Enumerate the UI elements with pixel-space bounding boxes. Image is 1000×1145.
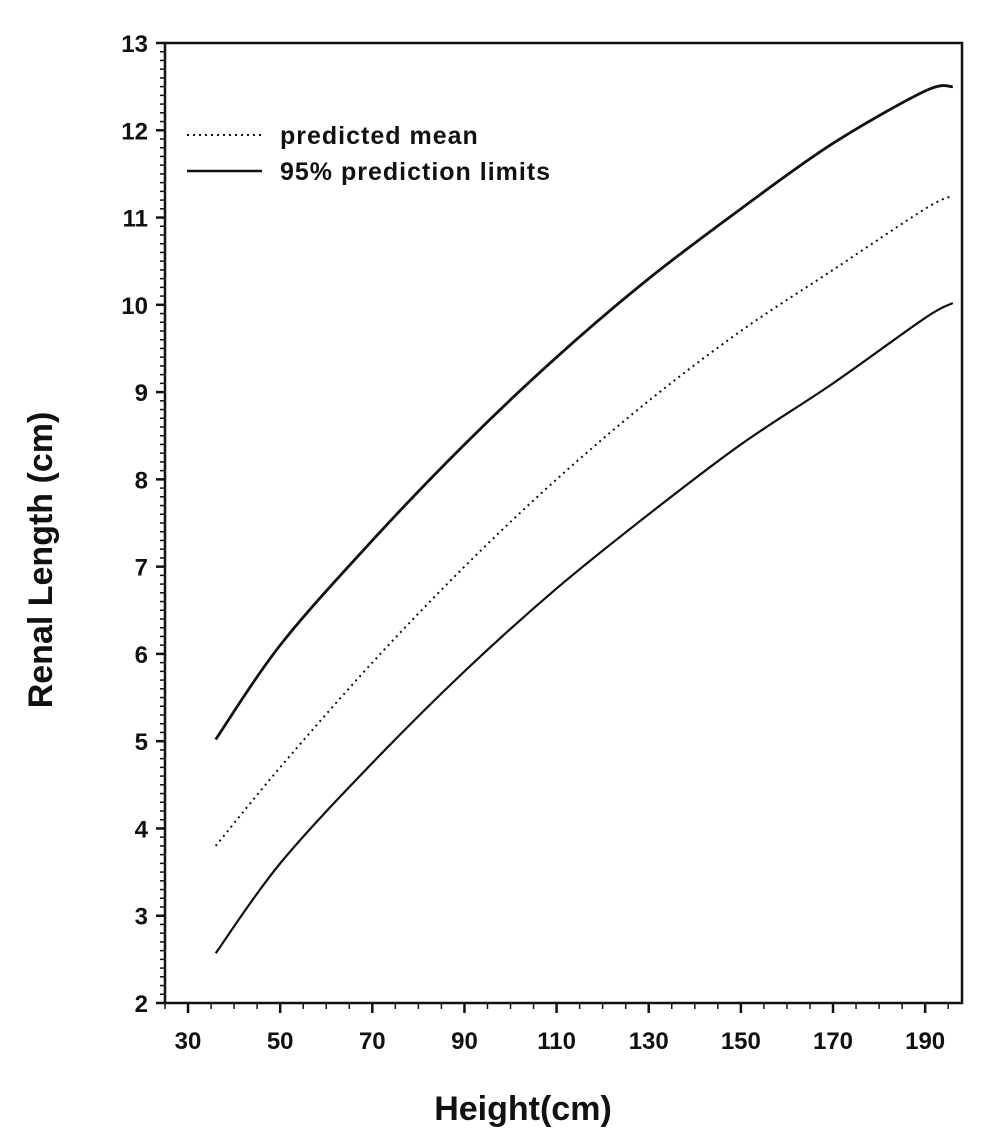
x-tick-label: 190	[905, 1028, 945, 1055]
y-tick-label: 6	[135, 642, 148, 669]
series-line-upper-limit	[214, 84, 954, 741]
y-tick-label: 2	[135, 991, 148, 1018]
y-tick-label: 9	[135, 380, 148, 407]
legend-label-mean: predicted mean	[280, 122, 479, 150]
y-tick-label: 4	[135, 816, 149, 843]
axis-ticks: 2 3 4 5 6 7 8 9 10 11 12 13 30 50 70 90 110 130 150 170 190	[121, 31, 949, 1055]
y-tick-label: 5	[135, 729, 148, 756]
series-layer	[214, 84, 954, 954]
x-tick-label: 30	[175, 1028, 202, 1055]
y-tick-label: 3	[135, 904, 148, 931]
y-tick-label: 11	[123, 206, 148, 233]
x-tick-label: 70	[359, 1028, 386, 1055]
x-tick-label: 170	[813, 1028, 853, 1055]
y-axis-title: Renal Length (cm)	[22, 412, 60, 709]
y-tick-label: 8	[135, 467, 148, 494]
x-tick-label: 150	[721, 1028, 761, 1055]
y-tick-label: 13	[121, 31, 148, 58]
y-tick-label: 12	[121, 118, 148, 145]
series-line-lower-limit	[214, 302, 954, 954]
x-tick-label: 110	[537, 1028, 576, 1055]
x-tick-label: 90	[451, 1028, 478, 1055]
y-tick-label: 10	[121, 293, 148, 320]
series-line-predicted-mean	[214, 194, 954, 847]
x-tick-label: 50	[267, 1028, 294, 1055]
x-tick-label: 130	[629, 1028, 669, 1055]
y-tick-label: 7	[135, 555, 148, 582]
x-axis-title: Height(cm)	[434, 1090, 612, 1128]
legend-label-limits: 95% prediction limits	[280, 158, 551, 186]
legend: predicted mean 95% prediction limits	[187, 122, 551, 186]
